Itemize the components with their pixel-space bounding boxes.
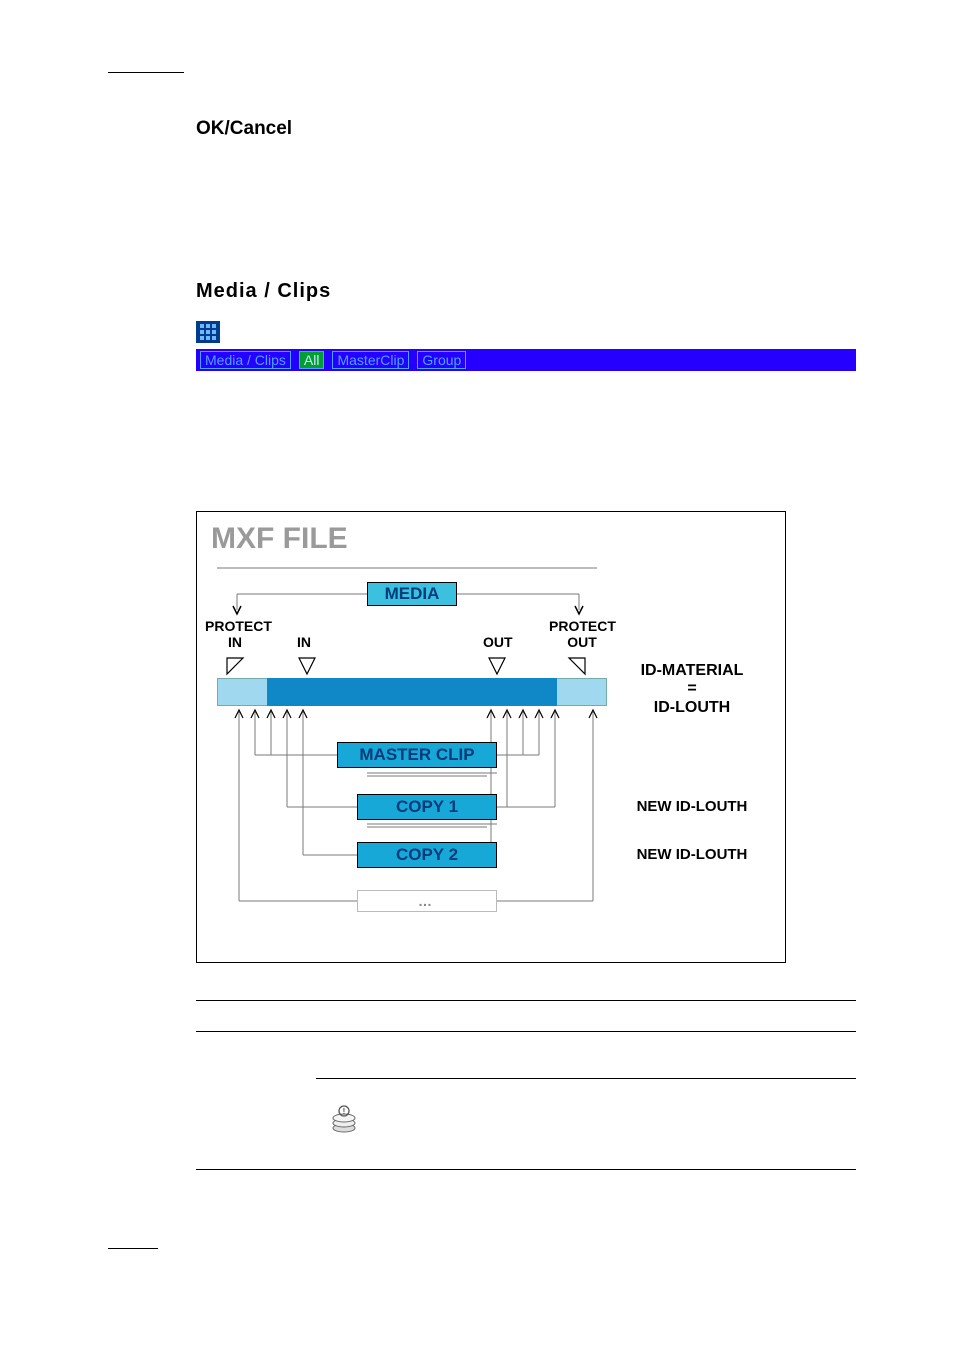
top-margin-rule <box>108 72 184 73</box>
box-dots: … <box>357 890 497 912</box>
box-master-label: MASTER CLIP <box>359 745 474 765</box>
timeline-mid <box>267 678 557 706</box>
label-protect-in: PROTECTIN <box>205 618 265 650</box>
svg-text:!: ! <box>343 1107 346 1116</box>
box-master: MASTER CLIP <box>337 742 497 768</box>
tab-masterclip[interactable]: MasterClip <box>332 351 409 369</box>
box-copy2-label: COPY 2 <box>396 845 458 865</box>
label-new-id-1: NEW ID-LOUTH <box>617 798 767 815</box>
box-copy1: COPY 1 <box>357 794 497 820</box>
tab-media-clips[interactable]: Media / Clips <box>200 351 291 369</box>
bottom-rules <box>196 1000 856 1170</box>
label-in: IN <box>297 634 311 650</box>
bottom-margin-rule <box>108 1248 158 1249</box>
box-copy2: COPY 2 <box>357 842 497 868</box>
tab-bar: Media / Clips All MasterClip Group <box>196 349 856 371</box>
box-copy1-label: COPY 1 <box>396 797 458 817</box>
label-out: OUT <box>483 634 513 650</box>
stack-icon: ! <box>330 1104 358 1134</box>
diagram-title: MXF FILE <box>211 522 775 556</box>
heading-okcancel: OK/Cancel <box>196 118 856 140</box>
mxf-diagram: MXF FILE <box>196 511 786 963</box>
box-dots-label: … <box>418 893 436 909</box>
label-new-id-2: NEW ID-LOUTH <box>617 846 767 863</box>
label-id-material: ID-MATERIAL=ID-LOUTH <box>617 662 767 717</box>
box-media-label: MEDIA <box>385 584 440 604</box>
tab-group[interactable]: Group <box>417 351 466 369</box>
tab-all[interactable]: All <box>299 351 325 369</box>
grid-icon[interactable] <box>196 321 220 343</box>
heading-mediaclips: Media / Clips <box>196 280 856 303</box>
box-media: MEDIA <box>367 582 457 606</box>
label-protect-out: PROTECTOUT <box>549 618 615 650</box>
